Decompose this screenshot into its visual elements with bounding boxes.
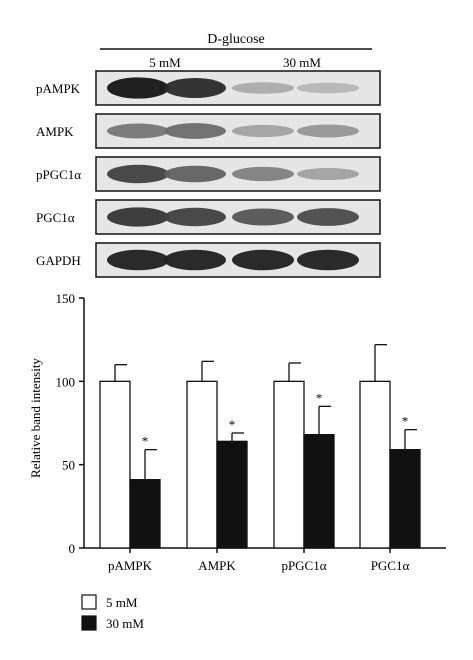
blot-band [232,82,294,94]
significance-marker: * [142,434,149,449]
bar-5mm [273,380,305,549]
y-tick-label: 100 [56,374,76,389]
significance-marker: * [229,417,236,432]
y-axis-label: Relative band intensity [28,358,43,478]
blot-band [164,165,226,183]
blot-band [232,249,294,271]
significance-marker: * [402,414,409,429]
blot-band [164,123,226,139]
blot-band [107,77,169,99]
blot-row-label-pgc1: PGC1α [36,210,75,225]
blot-band [164,78,226,98]
legend-label-30mm: 30 mM [106,616,144,631]
blot-band [164,207,226,227]
blot-band [164,249,226,271]
blot-band [297,249,359,271]
blot-row-label-ppgc1: pPGC1α [36,167,81,182]
blot-band [232,124,294,138]
x-tick-label: pPGC1α [281,558,326,573]
blot-band [107,123,169,139]
blot-band [107,207,169,227]
blot-band [107,249,169,271]
western-blot-panel: D-glucose 5 mM 30 mM pAMPK AMPK pPGC1α PGC1… [36,32,381,278]
legend-label-5mm: 5 mM [106,595,138,610]
x-tick-label: PGC1α [371,558,410,573]
group-label-30mm: 30 mM [283,55,321,70]
blot-row-label-ampk: AMPK [36,124,74,139]
blot-row-label-pampk: pAMPK [36,81,81,96]
legend-swatch-30mm [81,615,97,631]
blot-band [232,208,294,226]
x-tick-label: AMPK [198,558,236,573]
treatment-label: D-glucose [207,32,265,47]
blot-band [107,164,169,184]
bar-5mm [99,380,131,549]
significance-marker: * [316,390,323,405]
blot-row-label-gapdh: GAPDH [36,253,81,268]
bar-30mm [216,440,248,549]
x-tick-label: pAMPK [108,558,153,573]
bar-chart: 0 50 100 150 pAMPK AMPK pPGC1α PGC1α * * * * Relat… [28,291,446,631]
y-tick-label: 50 [62,458,75,473]
group-label-5mm: 5 mM [149,55,181,70]
bar-30mm [303,434,335,549]
y-tick-label: 0 [69,541,76,556]
y-tick-label: 150 [56,291,76,306]
legend: 5 mM 30 mM [81,594,144,631]
blot-band [297,82,359,94]
blot-band [297,124,359,138]
blot-band [297,167,359,181]
bar-30mm [389,449,421,549]
bar-30mm [129,479,161,549]
bar-5mm [186,380,218,549]
legend-swatch-5mm [81,594,97,610]
bar-5mm [359,380,391,549]
blot-band [297,208,359,226]
blot-band [232,166,294,182]
